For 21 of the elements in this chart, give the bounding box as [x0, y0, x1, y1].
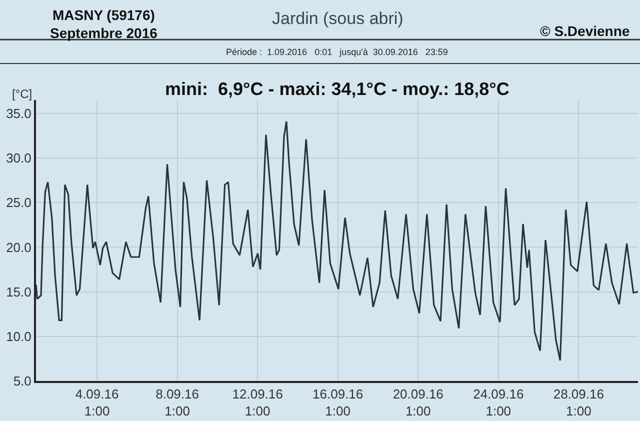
y-tick-label: 15.0 — [6, 284, 32, 300]
x-tick-label: 28.09.16 1:00 — [553, 386, 604, 418]
y-tick-label: 25.0 — [6, 195, 32, 210]
chart-subtitle: Période : 1.09.2016 0:01 jusqu'à 30.09.2016 23:59 — [226, 47, 448, 57]
y-tick-label: 20.0 — [6, 240, 32, 255]
x-tick-label: 8.09.16 1:00 — [156, 386, 199, 418]
y-tick-label: 35.0 — [6, 106, 32, 121]
text: © S.Devienne — [540, 23, 630, 39]
x-tick-label: 24.09.16 1:00 — [473, 386, 524, 418]
x-tick-label: 12.09.16 1:00 — [232, 386, 283, 418]
x-tick-label: 4.09.16 1:00 — [75, 386, 119, 418]
y-tick-label: 5.0 — [13, 374, 32, 389]
x-tick-label: 16.09.16 1:00 — [312, 386, 364, 418]
line-series — [36, 120, 638, 362]
text: mini: 6,9°C - maxi: 34,1°C - moy.: 18,8°C — [165, 79, 510, 99]
x-tick-label: 20.09.16 1:00 — [392, 386, 444, 418]
y-axis-title: [°C] — [12, 87, 32, 101]
y-tick-label: 30.0 — [6, 150, 32, 166]
text: MASNY (59176) Septembre 2016 — [50, 7, 158, 42]
chart-title: Jardin (sous abri) — [272, 9, 404, 28]
y-tick-label: 10.0 — [6, 328, 32, 344]
